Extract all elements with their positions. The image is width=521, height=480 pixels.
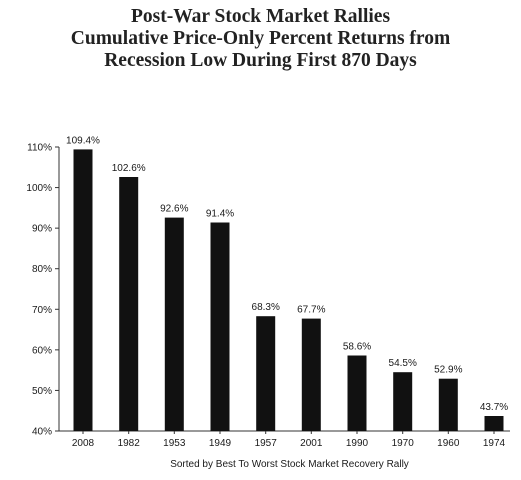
data-label: 43.7%	[480, 402, 508, 413]
data-label: 91.4%	[206, 209, 234, 220]
bar	[256, 316, 276, 431]
x-tick-label: 1957	[255, 438, 278, 449]
data-label: 58.6%	[343, 342, 371, 353]
x-tick-label: 1970	[392, 438, 415, 449]
chart-title: Post-War Stock Market Rallies Cumulative…	[0, 6, 521, 72]
bar	[393, 372, 413, 431]
y-tick-label: 60%	[32, 345, 52, 356]
chart-title-line-3: Recession Low During First 870 Days	[104, 50, 417, 71]
y-tick-label: 90%	[32, 224, 52, 235]
x-tick-label: 2001	[300, 438, 323, 449]
x-tick-label: 2008	[72, 438, 95, 449]
data-label: 102.6%	[112, 163, 146, 174]
x-tick-label: 1953	[163, 438, 186, 449]
bar	[301, 318, 321, 431]
y-tick-label: 80%	[32, 264, 52, 275]
bar	[210, 222, 230, 431]
chart-title-line-2: Cumulative Price-Only Percent Returns fr…	[70, 28, 451, 49]
bar	[73, 149, 93, 431]
x-tick-label: 1949	[209, 438, 232, 449]
y-tick-label: 40%	[32, 427, 52, 438]
data-labels: 109.4% 102.6% 92.6% 91.4% 68.3% 67.7% 58.6% 54.…	[66, 135, 508, 413]
y-tick-label: 110%	[27, 143, 52, 154]
chart-bars	[73, 149, 504, 431]
y-tick-label: 70%	[32, 305, 52, 316]
y-axis-ticks: 40% 50% 60% 70% 80% 90% 100% 110%	[26, 143, 59, 438]
chart-title-line-1: Post-War Stock Market Rallies	[130, 6, 391, 27]
y-tick-label: 50%	[32, 386, 52, 397]
x-tick-label: 1960	[437, 438, 460, 449]
x-tick-label: 1974	[483, 438, 506, 449]
bar	[438, 378, 458, 431]
data-label: 68.3%	[252, 302, 280, 313]
x-axis-labels: 2008 1982 1953 1949 1957 2001 1990 1970 1960 1974	[72, 431, 506, 449]
x-tick-label: 1990	[346, 438, 369, 449]
data-label: 54.5%	[389, 358, 417, 369]
x-tick-label: 1982	[118, 438, 141, 449]
bar	[119, 177, 139, 431]
x-axis-title: Sorted by Best To Worst Stock Market Rec…	[170, 459, 409, 470]
data-label: 109.4%	[66, 135, 100, 146]
bar	[347, 355, 367, 431]
bar	[484, 416, 504, 431]
y-tick-label: 100%	[26, 183, 52, 194]
data-label: 67.7%	[297, 305, 325, 316]
bar	[164, 217, 184, 431]
data-label: 92.6%	[160, 204, 188, 215]
data-label: 52.9%	[434, 365, 462, 376]
